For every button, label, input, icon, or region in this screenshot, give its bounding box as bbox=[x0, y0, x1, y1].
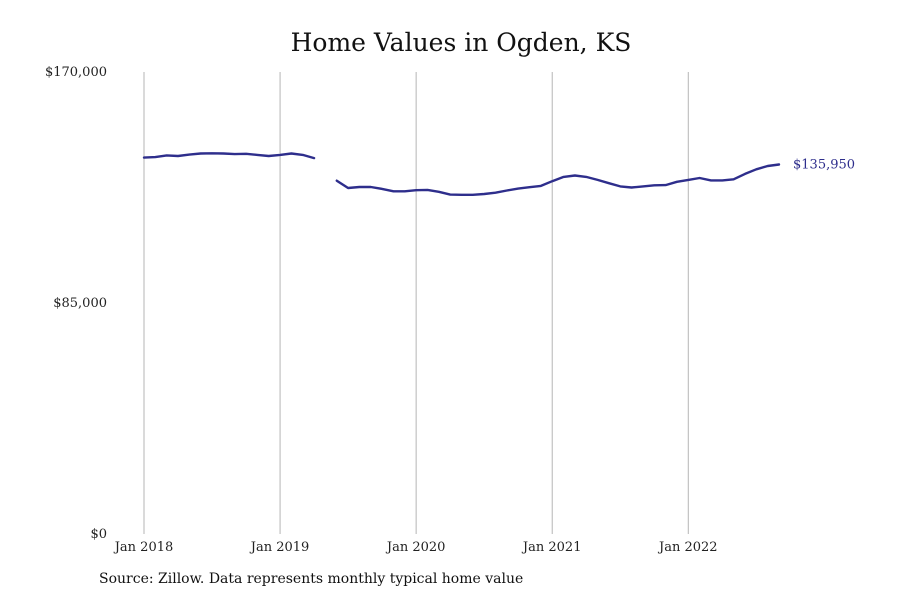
x-axis-ticks: Jan 2018 Jan 2019 Jan 2020 Jan 2021 Jan 2022 bbox=[113, 540, 718, 555]
y-tick-label-0: $0 bbox=[90, 527, 107, 542]
vertical-gridlines bbox=[143, 72, 689, 534]
x-tick-label-4: Jan 2022 bbox=[657, 540, 718, 555]
source-note: Source: Zillow. Data represents monthly … bbox=[99, 571, 524, 587]
end-value-label: $135,950 bbox=[793, 158, 855, 173]
x-tick-label-3: Jan 2021 bbox=[521, 540, 582, 555]
y-axis-ticks: $0 $85,000 $170,000 bbox=[45, 65, 107, 542]
y-tick-label-2: $170,000 bbox=[45, 65, 107, 80]
series-line-segment-1 bbox=[335, 163, 781, 196]
x-tick-label-0: Jan 2018 bbox=[113, 540, 174, 555]
x-tick-label-2: Jan 2020 bbox=[385, 540, 446, 555]
chart-title: Home Values in Ogden, KS bbox=[291, 28, 632, 57]
y-tick-label-1: $85,000 bbox=[53, 296, 107, 311]
series-group: $135,950 bbox=[142, 152, 855, 196]
series-line-segment-0 bbox=[142, 152, 316, 160]
x-tick-label-1: Jan 2019 bbox=[249, 540, 310, 555]
